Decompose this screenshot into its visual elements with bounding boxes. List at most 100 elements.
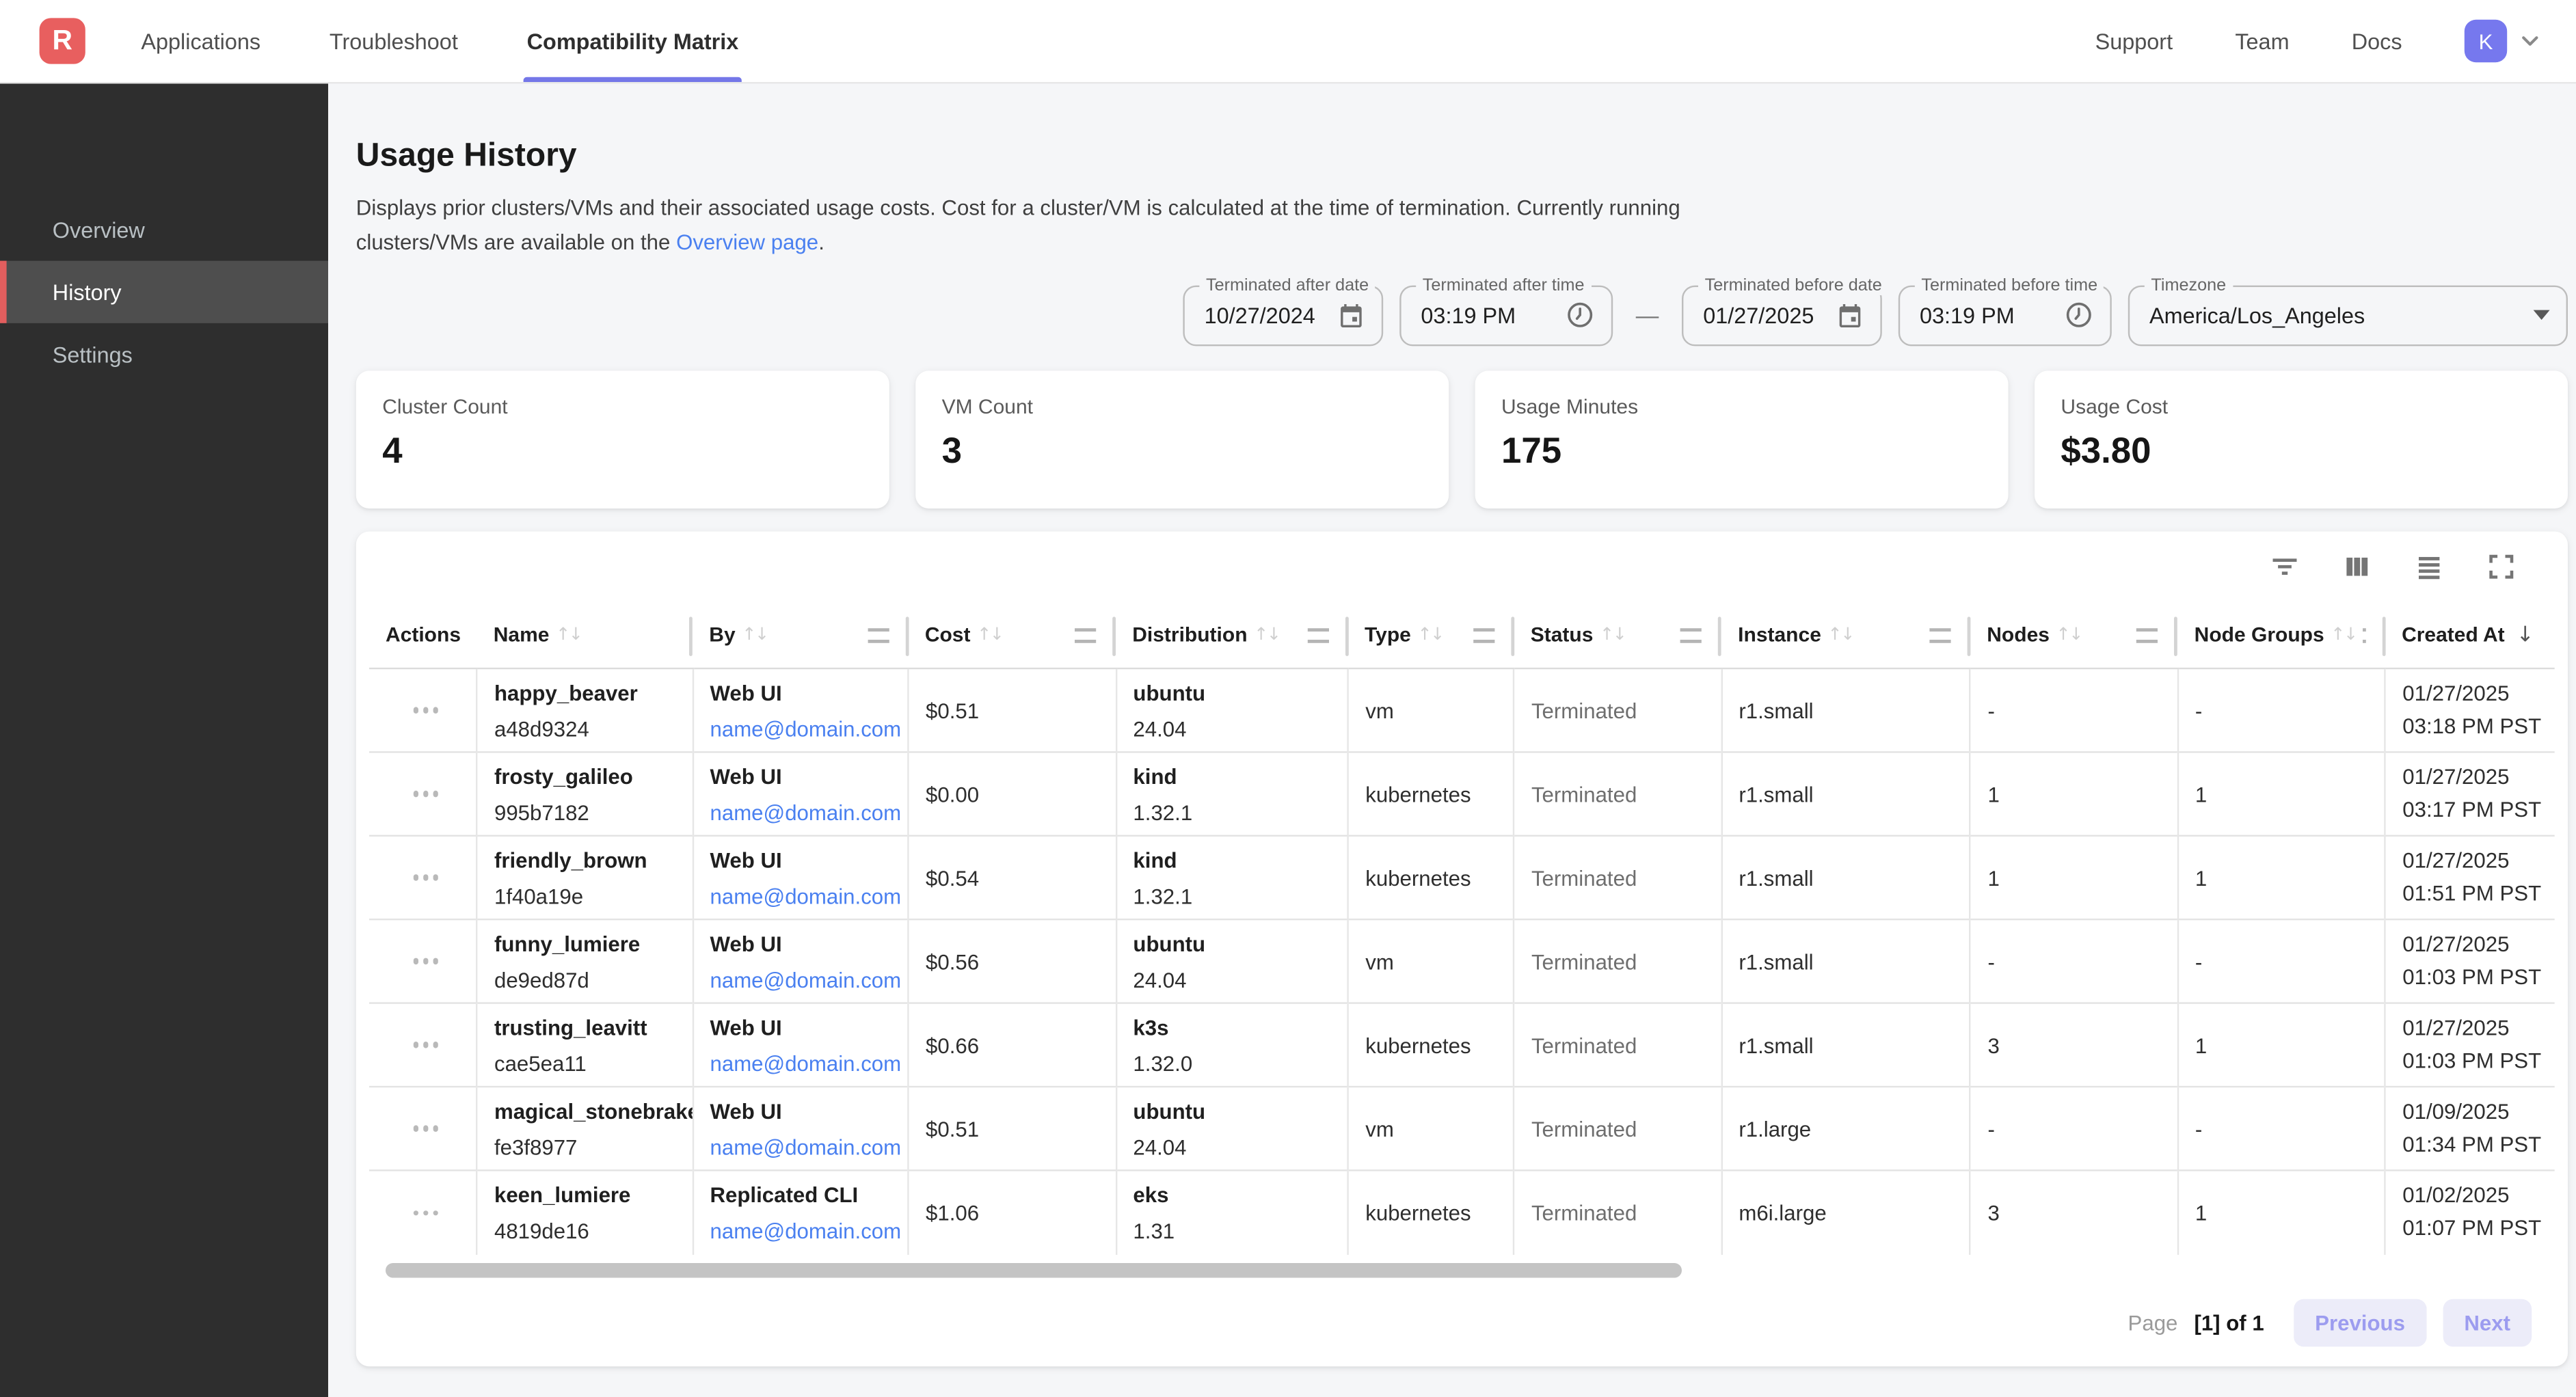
status-badge: Terminated	[1531, 781, 1637, 806]
tab-troubleshoot[interactable]: Troubleshoot	[326, 0, 461, 82]
sort-icon[interactable]: ↑↓	[1417, 625, 1445, 646]
previous-page-button[interactable]: Previous	[2293, 1298, 2427, 1346]
calendar-icon[interactable]	[1321, 301, 1365, 329]
column-menu-icon[interactable]	[867, 627, 889, 643]
tab-applications[interactable]: Applications	[138, 0, 264, 82]
column-header-by[interactable]: By ↑↓	[693, 603, 909, 670]
user-menu[interactable]: K	[2464, 19, 2543, 63]
sort-icon[interactable]: ↑↓	[1827, 625, 1855, 646]
column-header-cost[interactable]: Cost ↑↓	[908, 603, 1117, 670]
column-header-status[interactable]: Status ↑↓	[1514, 603, 1723, 670]
created-by-email-link[interactable]: name@domain.com	[710, 1134, 902, 1159]
cluster-id: fe3f8977	[494, 1134, 578, 1159]
filter-icon[interactable]	[2266, 549, 2302, 585]
created-by-email-link[interactable]: name@domain.com	[710, 967, 902, 992]
avatar-initial: K	[2478, 29, 2493, 53]
sidebar-item-overview[interactable]: Overview	[0, 198, 328, 260]
cell-status: Terminated	[1513, 835, 1722, 920]
cluster-name: magical_stonebraker	[494, 1098, 693, 1124]
column-header-created-at[interactable]: Created At ↓	[2385, 603, 2555, 670]
distribution-name: ubuntu	[1133, 931, 1206, 956]
column-menu-icon[interactable]	[2363, 627, 2366, 643]
sort-icon[interactable]: ↑↓	[2056, 625, 2084, 646]
sort-icon[interactable]: ↑↓	[742, 625, 769, 646]
sort-icon[interactable]: ↑↓	[556, 625, 583, 646]
row-actions-button ellipsis-icon[interactable]	[393, 1042, 459, 1048]
distribution-name: k3s	[1133, 1014, 1169, 1040]
sort-icon[interactable]: ↑↓	[1600, 625, 1627, 646]
terminated-after-time-field[interactable]: Terminated after time 03:19 PM	[1399, 275, 1613, 346]
column-header-instance[interactable]: Instance ↑↓	[1721, 603, 1971, 670]
row-actions-button ellipsis-icon[interactable]	[393, 875, 459, 881]
column-label: Node Groups	[2194, 623, 2324, 647]
cell-actions	[369, 751, 477, 837]
node-groups-value: 1	[2195, 1033, 2208, 1058]
logo-letter: R	[52, 25, 72, 56]
created-by-email-link[interactable]: name@domain.com	[710, 800, 902, 825]
stat-label: VM Count	[941, 394, 1034, 418]
column-menu-icon[interactable]	[1929, 627, 1951, 643]
columns-icon[interactable]	[2338, 549, 2374, 585]
column-menu-icon[interactable]	[1680, 627, 1702, 643]
column-menu-icon[interactable]	[1075, 627, 1097, 643]
chevron-down-icon[interactable]	[2517, 28, 2543, 54]
created-by-email-link[interactable]: name@domain.com	[710, 883, 902, 908]
column-header-nodes[interactable]: Nodes ↑↓	[1970, 603, 2179, 670]
dropdown-arrow-icon[interactable]	[2517, 310, 2550, 321]
created-by-email-link[interactable]: name@domain.com	[710, 716, 902, 741]
table-row: frosty_galileo 995b7182 Web UI name@domain…	[369, 751, 2555, 837]
cell-cost: $0.00	[907, 751, 1116, 837]
cost-value: $1.06	[926, 1200, 980, 1225]
sort-icon[interactable]: ↑↓	[1254, 625, 1281, 646]
column-menu-icon[interactable]	[1307, 627, 1329, 643]
avatar[interactable]: K	[2464, 19, 2508, 63]
row-actions-button ellipsis-icon[interactable]	[393, 791, 459, 798]
cell-type: vm	[1347, 919, 1514, 1003]
column-menu-icon[interactable]	[1473, 627, 1494, 643]
column-header-node-groups[interactable]: Node Groups ↑↓	[2177, 603, 2387, 670]
terminated-after-date-field[interactable]: Terminated after date 10/27/2024	[1183, 275, 1384, 346]
row-actions-button ellipsis-icon[interactable]	[393, 1126, 459, 1132]
sort-icon[interactable]: ↑↓	[977, 625, 1004, 646]
sidebar-item-history[interactable]: History	[0, 260, 329, 323]
next-page-button[interactable]: Next	[2443, 1298, 2532, 1346]
timezone-select[interactable]: Timezone America/Los_Angeles	[2128, 275, 2568, 346]
cost-value: $0.66	[926, 1033, 980, 1058]
sidebar-item-settings[interactable]: Settings	[0, 323, 328, 385]
nodes-value: -	[1987, 698, 1995, 723]
stat-value: 4	[382, 429, 403, 470]
sort-icon[interactable]: ↑↓	[2331, 625, 2358, 646]
cell-status: Terminated	[1513, 751, 1722, 837]
column-header-distribution[interactable]: Distribution ↑↓	[1116, 603, 1349, 670]
created-by-email-link[interactable]: name@domain.com	[710, 1050, 902, 1076]
terminated-before-time-field[interactable]: Terminated before time 03:19 PM	[1898, 275, 2112, 346]
created-by-email-link[interactable]: name@domain.com	[710, 1218, 902, 1243]
row-actions-button ellipsis-icon[interactable]	[393, 1210, 459, 1216]
top-right-links: Support Team Docs K	[2095, 19, 2543, 63]
cell-node-groups: -	[2177, 1086, 2386, 1171]
cell-actions	[369, 919, 477, 1003]
column-menu-icon[interactable]	[2136, 627, 2158, 643]
column-header-name[interactable]: Name ↑↓	[477, 603, 694, 670]
support-link[interactable]: Support	[2095, 29, 2173, 53]
column-header-type[interactable]: Type ↑↓	[1348, 603, 1515, 670]
cost-value: $0.51	[926, 698, 980, 723]
overview-page-link[interactable]: Overview page	[676, 229, 819, 254]
calendar-icon[interactable]	[1820, 301, 1864, 329]
replicated-logo[interactable]: R	[39, 18, 85, 64]
cell-cost: $0.54	[907, 835, 1116, 920]
clock-icon[interactable]	[1549, 300, 1595, 329]
scrollbar-thumb[interactable]	[386, 1262, 1682, 1277]
terminated-before-date-field[interactable]: Terminated before date 01/27/2025	[1682, 275, 1889, 346]
tab-compatibility-matrix[interactable]: Compatibility Matrix	[523, 0, 742, 83]
sort-desc-arrow-icon[interactable]: ↓	[2516, 623, 2534, 648]
team-link[interactable]: Team	[2235, 29, 2290, 53]
clock-icon[interactable]	[2048, 300, 2093, 329]
density-icon[interactable]	[2411, 549, 2447, 585]
docs-link[interactable]: Docs	[2351, 29, 2402, 53]
fullscreen-icon[interactable]	[2482, 549, 2519, 585]
cluster-id: 4819de16	[494, 1218, 589, 1243]
sidebar-item-label: History	[52, 280, 122, 305]
row-actions-button ellipsis-icon[interactable]	[393, 958, 459, 964]
row-actions-button ellipsis-icon[interactable]	[393, 707, 459, 714]
